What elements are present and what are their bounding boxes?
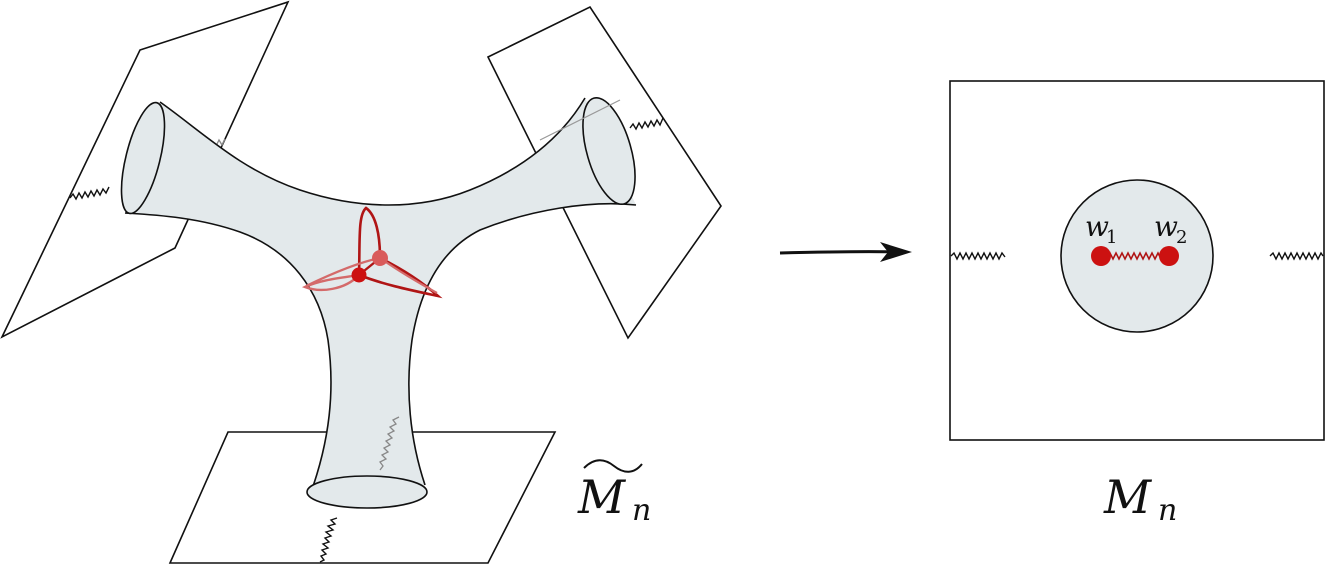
arrow-shaft (779, 250, 901, 255)
tilde-decoration (583, 459, 643, 473)
left-label-main: M (577, 470, 627, 524)
surface-right-lower-edge (408, 202, 637, 486)
map-arrow (779, 242, 912, 262)
surface-upper-edge (159, 97, 586, 206)
left-mouth (120, 101, 166, 215)
label-w1: w 1 (1085, 210, 1117, 248)
label-w2: w 2 (1154, 210, 1187, 248)
branch-cut-bottom-hidden (379, 416, 400, 471)
label-w1-sub: 1 (1106, 227, 1117, 248)
arrow-head (880, 242, 912, 262)
point-w1 (1091, 246, 1111, 266)
left-label-sub: n (632, 493, 651, 528)
surface-body (125, 98, 636, 495)
branch-cut-left-sheet (69, 186, 110, 201)
red-vertex-front (351, 267, 367, 283)
red-loop-left (301, 273, 360, 291)
red-network (301, 206, 443, 299)
branch-cut-base-left (950, 251, 1006, 261)
label-w2-main: w (1154, 210, 1178, 243)
red-loop-top (357, 206, 382, 276)
left-manifold-label: M n (577, 459, 651, 528)
right-sheet-overlap-edge (539, 99, 621, 141)
surface-left-lower-edge (124, 212, 332, 496)
branch-cut-between-points (1100, 251, 1170, 261)
replica-manifold: M n (0, 0, 722, 564)
label-w1-main: w (1085, 210, 1109, 243)
right-label-sub: n (1158, 493, 1177, 528)
branch-cut-right-sheet (629, 117, 664, 131)
branch-cut-bottom-sheet (319, 517, 338, 563)
right-mouth (582, 96, 636, 206)
point-w2 (1159, 246, 1179, 266)
branch-cut-base-right (1269, 251, 1324, 261)
bottom-mouth (306, 475, 428, 509)
base-manifold: w 1 w 2 M n (949, 80, 1325, 528)
right-label-main: M (1103, 470, 1153, 524)
inner-disk (1060, 179, 1214, 333)
red-loop-right (358, 256, 443, 299)
red-vertex-back (372, 250, 388, 266)
label-w2-sub: 2 (1176, 227, 1187, 248)
right-manifold-label: M n (1103, 470, 1177, 528)
